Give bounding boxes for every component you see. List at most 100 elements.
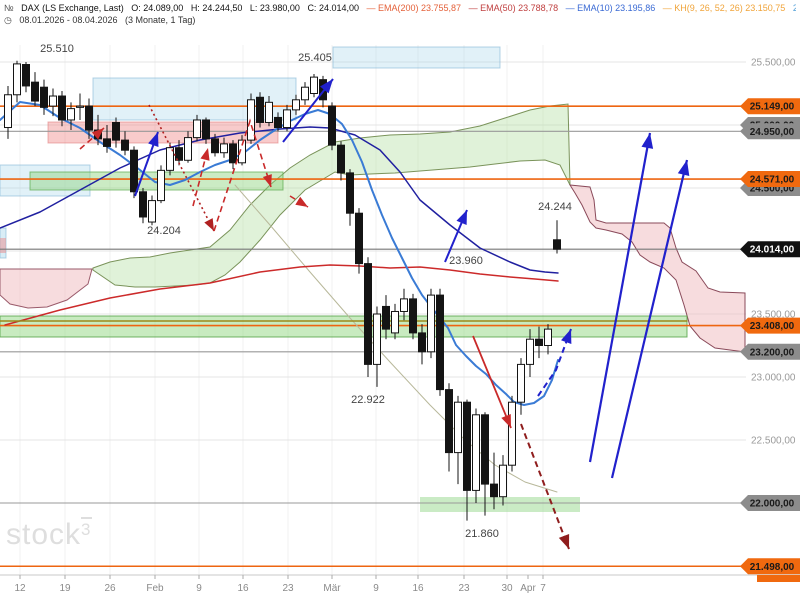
candle-body[interactable] [229, 143, 237, 164]
candle-body[interactable] [400, 298, 408, 312]
candle-body[interactable] [148, 200, 156, 223]
candle-body[interactable] [445, 389, 453, 454]
candle-body[interactable] [166, 147, 174, 171]
y-axis-tick[interactable]: 23.000,00 [751, 373, 796, 384]
price-flag-25.149,00[interactable] [740, 98, 800, 115]
pink-sliver-left[interactable] [0, 238, 6, 253]
candle-body[interactable] [283, 109, 291, 129]
candle-body[interactable] [472, 414, 480, 491]
price-flag-24.571,00[interactable] [740, 171, 800, 188]
green-band-24571[interactable] [29, 171, 284, 191]
candle-body[interactable] [535, 338, 543, 347]
cyan-box-top-mid[interactable] [332, 46, 501, 69]
candle-body[interactable] [202, 119, 210, 140]
price-flag-22.000,00[interactable] [740, 495, 800, 511]
x-axis-label[interactable]: 30 [501, 583, 513, 594]
y-axis-tick[interactable]: 25.500,00 [751, 58, 796, 69]
x-axis-label[interactable]: Feb [146, 583, 164, 594]
candle-body[interactable] [490, 483, 498, 498]
x-axis-label[interactable]: Mär [323, 583, 341, 594]
candle-body[interactable] [508, 401, 516, 466]
candle-body[interactable] [256, 96, 264, 123]
x-axis-label[interactable]: 23 [282, 583, 294, 594]
candle-body[interactable] [355, 212, 363, 265]
blue-arrow-long-2[interactable] [610, 159, 689, 479]
candle-body[interactable] [265, 101, 273, 123]
candle-body[interactable] [130, 149, 138, 193]
x-axis-label[interactable]: 16 [237, 583, 249, 594]
candle-body[interactable] [121, 139, 129, 151]
candle-body[interactable] [553, 239, 561, 250]
x-axis-label[interactable]: 23 [458, 583, 470, 594]
candle-body[interactable] [373, 313, 381, 365]
candle-body[interactable] [346, 172, 354, 214]
date-range[interactable]: 08.01.2026 - 08.04.2026 [19, 15, 118, 25]
candle-body[interactable] [193, 119, 201, 139]
candle-body[interactable] [292, 99, 300, 111]
legend-ema10[interactable]: — EMA(10) 23.195,86 [565, 3, 656, 13]
candle-body[interactable] [544, 328, 552, 346]
candle-body[interactable] [103, 138, 111, 147]
candle-body[interactable] [526, 338, 534, 365]
candle-body[interactable] [31, 81, 39, 102]
candle-body[interactable] [382, 305, 390, 330]
candle-body[interactable] [157, 169, 165, 202]
candle-body[interactable] [301, 86, 309, 101]
x-axis-label[interactable]: 9 [196, 583, 202, 594]
instrument-name[interactable]: DAX (LS Exchange, Last) [21, 3, 124, 13]
candle-body[interactable] [67, 108, 75, 121]
candle-body[interactable] [238, 139, 246, 164]
candle-body[interactable] [391, 310, 399, 334]
blue-dashed-arrow[interactable] [537, 328, 572, 397]
candle-body[interactable] [427, 294, 435, 353]
candle-body[interactable] [364, 263, 372, 365]
x-axis-label[interactable]: Apr [520, 583, 536, 594]
x-axis-label[interactable]: 16 [412, 583, 424, 594]
candle-body[interactable] [175, 147, 183, 161]
x-axis-label[interactable]: 19 [59, 583, 71, 594]
candle-body[interactable] [247, 99, 255, 141]
candle-body[interactable] [454, 401, 462, 454]
cyan-box-left[interactable] [0, 164, 91, 197]
candle-body[interactable] [22, 64, 30, 87]
candle-body[interactable] [310, 76, 318, 95]
price-flag-21.498,00[interactable] [740, 558, 800, 575]
x-axis-label[interactable]: 7 [540, 583, 546, 594]
price-flag-24.950,00[interactable] [740, 123, 800, 140]
red-arrow-breakdown[interactable] [472, 335, 512, 429]
candle-body[interactable] [13, 63, 21, 96]
candle-body[interactable] [112, 121, 120, 141]
red-dashed-small[interactable] [79, 127, 105, 150]
timeframe-label[interactable]: (3 Monate, 1 Tag) [124, 15, 196, 25]
candle-body[interactable] [76, 105, 84, 108]
y-axis-tick[interactable]: 22.500,00 [751, 436, 796, 447]
candle-body[interactable] [220, 143, 228, 154]
candle-body[interactable] [211, 138, 219, 154]
candle-body[interactable] [409, 298, 417, 334]
candle-body[interactable] [436, 294, 444, 391]
legend-ema200[interactable]: — EMA(200) 23.755,87 [366, 3, 462, 13]
price-flag-23.200,00[interactable] [740, 343, 800, 360]
candle-body[interactable] [463, 401, 471, 491]
x-axis-label[interactable]: 26 [104, 583, 116, 594]
candle-body[interactable] [49, 95, 57, 107]
candle-body[interactable] [418, 332, 426, 353]
red-dashed-zigzag[interactable] [213, 118, 272, 232]
price-flag-23.408,00[interactable] [740, 317, 800, 334]
darkred-dashed-arrow[interactable] [520, 423, 570, 550]
legend-ema50[interactable]: — EMA(50) 23.788,78 [468, 3, 559, 13]
candle-body[interactable] [499, 464, 507, 498]
price-flag-24.014,00[interactable] [740, 241, 800, 258]
blue-arrow-long-1[interactable] [588, 132, 652, 463]
candle-body[interactable] [184, 137, 192, 161]
red-dotted-decline[interactable] [148, 104, 215, 232]
candle-body[interactable] [139, 191, 147, 218]
candle-body[interactable] [58, 95, 66, 121]
candle-body[interactable] [274, 116, 282, 129]
candle-body[interactable] [337, 144, 345, 174]
legend-ichimoku[interactable]: — KH(9, 26, 52, 26) 23.150,75 [662, 3, 786, 13]
x-axis-label[interactable]: 9 [373, 583, 379, 594]
candle-body[interactable] [4, 94, 12, 129]
candle-body[interactable] [328, 105, 336, 146]
